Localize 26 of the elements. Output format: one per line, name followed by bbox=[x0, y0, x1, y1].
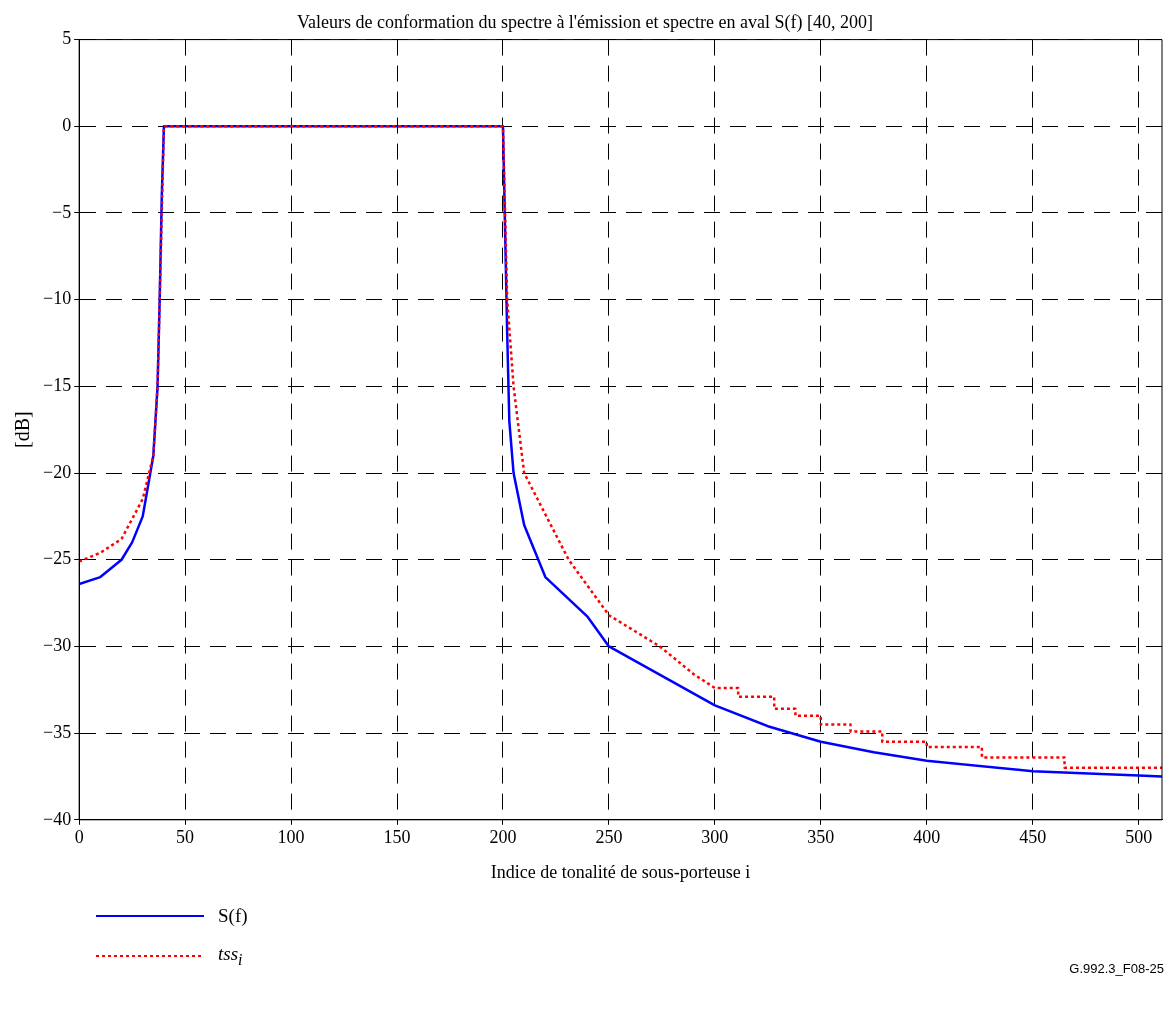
y-tick-label: −5 bbox=[52, 201, 72, 222]
y-tick-label: −10 bbox=[43, 288, 72, 309]
x-tick-label: 400 bbox=[913, 827, 941, 848]
y-tick-label: −15 bbox=[43, 375, 72, 396]
text: G.992.3_F08-25 bbox=[1069, 961, 1164, 976]
y-tick-label: −40 bbox=[43, 808, 72, 829]
y-tick-label: 5 bbox=[62, 28, 72, 49]
x-tick-label: 350 bbox=[807, 827, 835, 848]
legend-label: S(f) bbox=[218, 905, 248, 927]
y-tick-label: −20 bbox=[43, 461, 72, 482]
y-tick-label: −25 bbox=[43, 548, 72, 569]
x-axis-title: Indice de tonalité de sous-porteuse i bbox=[490, 861, 751, 882]
x-tick-label: 50 bbox=[176, 827, 195, 848]
legend-label: tss$_{i}$ bbox=[218, 943, 243, 969]
x-tick-label: 100 bbox=[277, 827, 305, 848]
y-tick-label: −30 bbox=[43, 635, 72, 656]
x-tick-label: 300 bbox=[701, 827, 729, 848]
x-tick-label: 450 bbox=[1019, 827, 1047, 848]
chart-title: Valeurs de conformation du spectre à l'émission et spectre en aval S(f) [40, 200] bbox=[296, 11, 874, 33]
y-axis-title: [dB] bbox=[11, 411, 34, 449]
x-tick-label: 250 bbox=[595, 827, 623, 848]
x-tick-label: 150 bbox=[383, 827, 411, 848]
y-tick-label: 0 bbox=[62, 115, 72, 136]
y-tick-label: −35 bbox=[43, 721, 72, 742]
x-tick-label: 200 bbox=[489, 827, 517, 848]
x-tick-label: 500 bbox=[1125, 827, 1153, 848]
